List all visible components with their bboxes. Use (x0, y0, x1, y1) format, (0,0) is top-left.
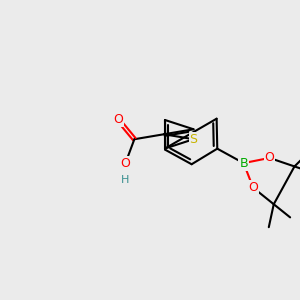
Text: B: B (239, 157, 248, 169)
Text: O: O (121, 157, 130, 169)
Text: S: S (190, 133, 197, 146)
Text: O: O (248, 181, 258, 194)
Text: H: H (121, 175, 130, 184)
Text: O: O (113, 113, 123, 126)
Text: O: O (265, 152, 275, 164)
